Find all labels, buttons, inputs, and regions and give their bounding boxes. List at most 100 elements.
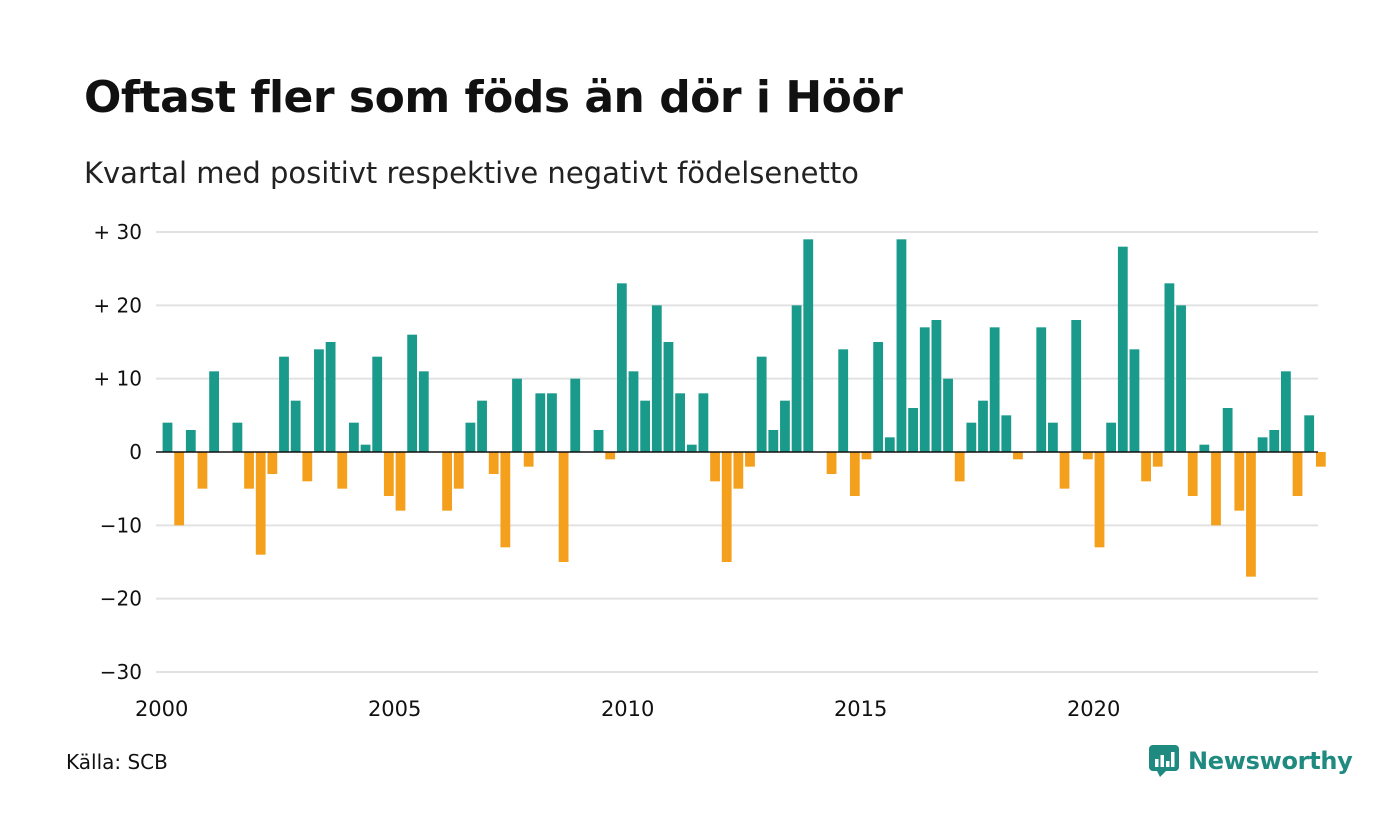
bar-positive: [349, 422, 359, 452]
bar-positive: [628, 371, 639, 452]
bar-positive: [651, 305, 662, 452]
bar-negative: [1094, 452, 1105, 548]
bar-positive: [1257, 437, 1268, 452]
bar-negative: [1013, 452, 1023, 460]
bar-negative: [1187, 452, 1198, 496]
bar-positive: [896, 239, 907, 452]
chart-title: Oftast fler som föds än dör i Höör: [84, 72, 903, 123]
bar-negative: [337, 452, 348, 489]
bar-positive: [791, 305, 802, 452]
y-tick-label: −10: [100, 513, 142, 537]
bar-positive: [1281, 371, 1291, 452]
bar-positive: [931, 320, 942, 452]
bar-negative: [826, 452, 837, 474]
bar-positive: [686, 444, 697, 452]
bar-negative: [605, 452, 616, 460]
bar-negative: [849, 452, 860, 496]
brand-name: Newsworthy: [1188, 747, 1353, 775]
bar-positive: [756, 356, 767, 452]
bar-positive: [884, 437, 895, 452]
bar-negative: [954, 452, 965, 482]
bar-positive: [1036, 327, 1047, 452]
bar-negative: [1211, 452, 1221, 526]
bar-negative: [1246, 452, 1256, 577]
bar-positive: [768, 430, 779, 452]
bar-positive: [640, 400, 651, 452]
bar-positive: [465, 422, 476, 452]
bar-positive: [1106, 422, 1117, 452]
bar-positive: [1001, 415, 1012, 452]
bar-positive: [908, 408, 918, 452]
bar-negative: [733, 452, 744, 489]
bar-positive: [873, 342, 884, 452]
bar-positive: [372, 356, 383, 452]
x-tick-label: 2020: [1067, 697, 1120, 721]
bar-positive: [547, 393, 557, 452]
bar-negative: [1315, 452, 1326, 467]
bar-positive: [919, 327, 930, 452]
bar-positive: [162, 422, 173, 452]
bar-positive: [1164, 283, 1175, 452]
y-tick-label: + 10: [93, 367, 142, 391]
bar-positive: [232, 422, 243, 452]
bars: [162, 239, 1326, 577]
bar-negative: [861, 452, 872, 460]
bar-negative: [174, 452, 185, 526]
bar-negative: [395, 452, 406, 511]
x-tick-label: 2000: [135, 697, 188, 721]
bar-positive: [279, 356, 289, 452]
bar-negative: [721, 452, 732, 562]
bar-positive: [780, 400, 790, 452]
bar-positive: [1129, 349, 1140, 452]
y-axis-ticks: + 30 + 20 + 10 0 −10 −20 −30: [93, 220, 142, 684]
bar-positive: [360, 444, 371, 452]
bar-negative: [500, 452, 511, 548]
bar-positive: [1071, 320, 1082, 452]
bar-positive: [978, 400, 988, 452]
x-tick-label: 2015: [834, 697, 887, 721]
bar-positive: [1199, 444, 1210, 452]
y-tick-label: + 20: [93, 293, 142, 317]
bar-negative: [255, 452, 266, 555]
bar-positive: [407, 334, 418, 452]
bar-negative: [267, 452, 278, 474]
bar-positive: [663, 342, 674, 452]
bar-positive: [838, 349, 849, 452]
bar-negative: [383, 452, 394, 496]
bar-negative: [710, 452, 720, 482]
bar-negative: [453, 452, 464, 489]
bar-negative: [244, 452, 254, 489]
bar-positive: [1269, 430, 1280, 452]
brand[interactable]: Newsworthy: [1148, 744, 1353, 778]
chart-subtitle: Kvartal med positivt respektive negativt…: [84, 156, 859, 190]
bar-negative: [1234, 452, 1245, 511]
bar-positive: [325, 342, 336, 452]
bar-positive: [290, 400, 301, 452]
bar-positive: [477, 400, 487, 452]
y-tick-label: −20: [100, 587, 142, 611]
bar-positive: [1117, 246, 1128, 452]
bar-negative: [523, 452, 534, 467]
x-tick-label: 2005: [368, 697, 421, 721]
newsworthy-logo-icon: [1149, 745, 1179, 777]
bar-positive: [1176, 305, 1186, 452]
bar-negative: [488, 452, 499, 474]
bar-positive: [209, 371, 219, 452]
bar-positive: [675, 393, 685, 452]
bar-positive: [616, 283, 627, 452]
bar-positive: [185, 430, 196, 452]
bar-negative: [558, 452, 569, 562]
bar-positive: [535, 393, 546, 452]
y-tick-label: + 30: [93, 220, 142, 244]
bar-positive: [570, 378, 581, 452]
bar-positive: [1048, 422, 1058, 452]
source-label: Källa: SCB: [66, 750, 168, 774]
bar-negative: [197, 452, 208, 489]
bar-positive: [314, 349, 324, 452]
bar-negative: [1059, 452, 1070, 489]
bar-positive: [989, 327, 1000, 452]
bar-positive: [803, 239, 814, 452]
bar-positive: [418, 371, 429, 452]
x-tick-label: 2010: [601, 697, 654, 721]
